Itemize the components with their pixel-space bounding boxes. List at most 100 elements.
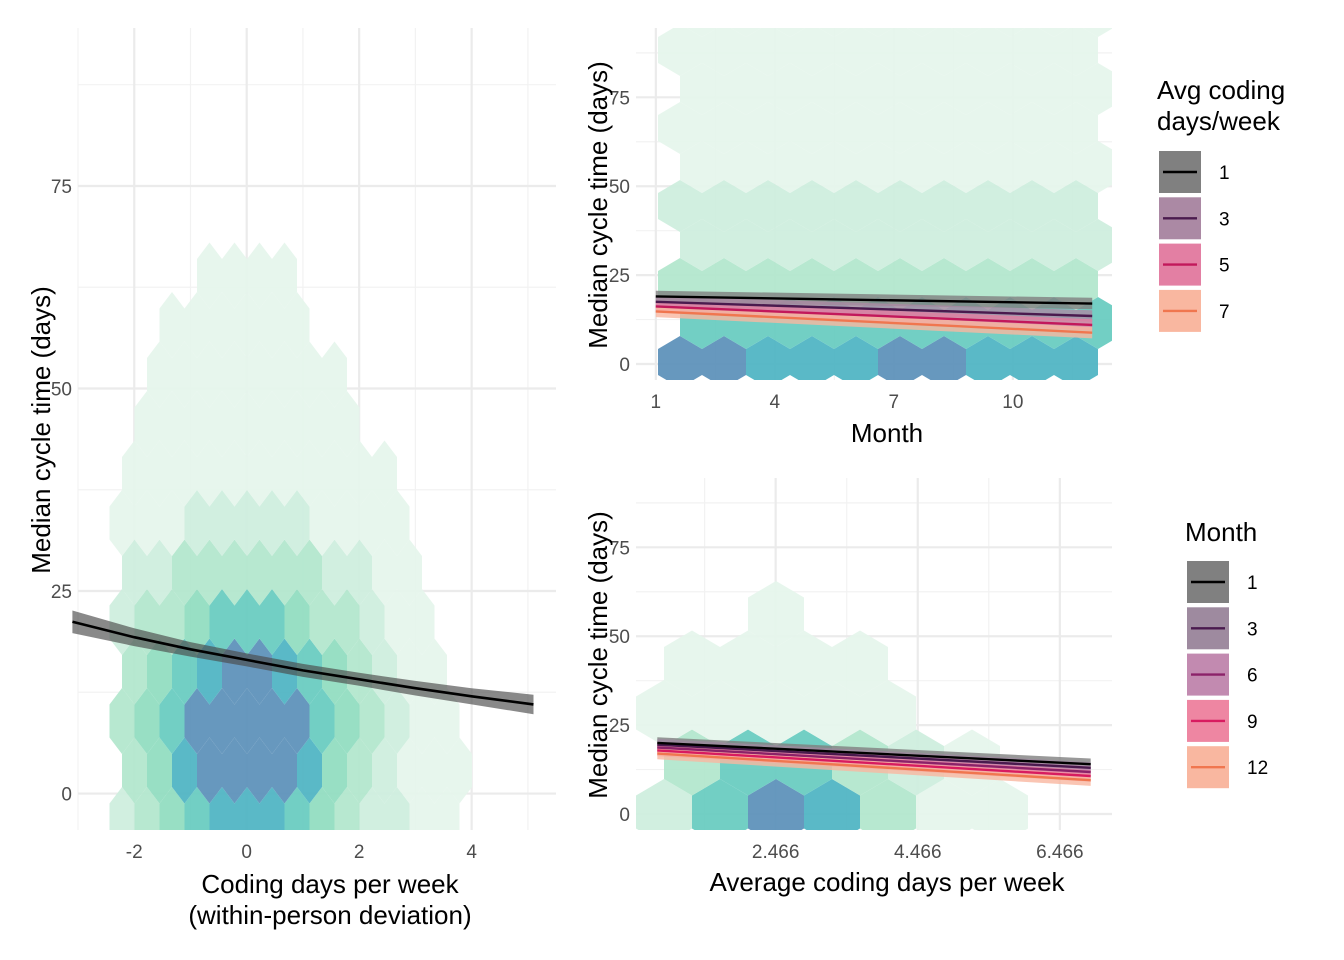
left-hexbin-cell xyxy=(297,737,322,804)
left-hexbin-cell xyxy=(322,440,347,507)
legend-1-key-label: 7 xyxy=(1219,302,1230,323)
legend-1-title-line2: days/week xyxy=(1157,106,1281,136)
top-right-hexbin-cell xyxy=(702,180,746,232)
top-right-hexbin-cell xyxy=(988,219,1032,271)
top-right-hexbin-density xyxy=(658,28,1112,380)
top-right-x-axis-title: Month xyxy=(851,418,923,448)
left-hexbin-cell xyxy=(297,539,322,606)
top-right-hexbin-cell xyxy=(724,63,768,115)
left-hexbin-cell xyxy=(359,688,385,754)
left-hexbin-cell xyxy=(122,737,147,804)
top-right-hexbin-cell xyxy=(878,28,922,76)
top-right-hexbin-cell xyxy=(862,28,894,37)
left-hexbin-cell xyxy=(234,490,260,556)
left-hexbin-cell xyxy=(197,242,222,309)
top-right-hexbin-cell xyxy=(790,28,834,76)
left-hexbin-cell xyxy=(259,391,285,457)
top-right-hexbin-cell xyxy=(1010,336,1054,380)
top-right-hexbin-cell xyxy=(680,63,724,115)
left-hexbin-cell xyxy=(297,341,322,408)
bottom-right-hexbin-cell xyxy=(804,779,860,830)
left-hexbin-cell xyxy=(347,638,372,705)
bottom-right-y-tick-label: 25 xyxy=(609,716,630,737)
top-right-hexbin-cell xyxy=(922,28,966,76)
left-hexbin-cell xyxy=(134,391,160,457)
left-hexbin-cell xyxy=(384,490,410,556)
top-right-hexbin-cell xyxy=(950,28,982,37)
top-right-hexbin-cell xyxy=(746,28,790,76)
left-tick-labels: -2 0 2 4 0 25 50 75 xyxy=(51,177,477,863)
left-hexbin-cell xyxy=(234,292,260,358)
top-right-hexbin-cell xyxy=(878,180,922,232)
left-hexbin-cell xyxy=(122,638,147,705)
left-hexbin-cell xyxy=(322,737,347,804)
left-hexbin-cell xyxy=(259,490,285,556)
bottom-right-hexbin-cell xyxy=(692,779,748,830)
top-right-hexbin-cell xyxy=(790,336,834,380)
top-right-hexbin-cell xyxy=(768,141,812,193)
left-hexbin-cell xyxy=(359,589,385,655)
top-right-x-tick-label: 4 xyxy=(770,392,781,413)
legend-avg-coding-days: Avg coding days/week 1 3 5 7 xyxy=(1157,75,1285,332)
left-hexbin-cell xyxy=(384,787,410,830)
left-hexbin-cell xyxy=(347,440,372,507)
top-right-x-tick-label: 10 xyxy=(1002,392,1023,413)
top-right-hexbin-cell xyxy=(856,219,900,271)
left-hexbin-cell xyxy=(272,539,297,606)
top-right-hexbin-cell xyxy=(966,28,1010,76)
left-hexbin-cell xyxy=(147,638,172,705)
left-hexbin-cell xyxy=(309,589,335,655)
top-right-hexbin-cell xyxy=(1010,102,1054,154)
bottom-right-series-line-1 xyxy=(657,741,1091,766)
top-right-hexbin-cell xyxy=(988,141,1032,193)
left-hexbin-cell xyxy=(359,490,385,556)
top-right-hexbin-cell xyxy=(724,141,768,193)
legend-2-key-label: 1 xyxy=(1247,573,1258,594)
top-right-hexbin-cell xyxy=(1082,28,1112,37)
top-right-hexbin-cell xyxy=(1054,28,1098,76)
left-x-axis-title: Coding days per week xyxy=(201,869,459,899)
left-hexbin-cell xyxy=(184,688,210,754)
left-hexbin-cell xyxy=(259,589,285,655)
top-right-x-tick-label: 1 xyxy=(651,392,662,413)
bottom-right-hexbin-cell xyxy=(972,779,1028,830)
left-hexbin-cell xyxy=(259,292,285,358)
top-right-hexbin-cell xyxy=(702,102,746,154)
top-right-hexbin-cell xyxy=(966,180,1010,232)
top-right-hexbin-cell xyxy=(856,141,900,193)
left-hexbin-cell xyxy=(284,688,310,754)
left-hexbin-cell xyxy=(209,688,235,754)
left-hexbin-cell xyxy=(147,737,172,804)
left-hexbin-cell xyxy=(272,737,297,804)
left-hexbin-cell xyxy=(234,787,260,830)
left-hexbin-cell xyxy=(109,787,135,830)
top-right-hexbin-cell xyxy=(834,180,878,232)
left-hexbin-cell xyxy=(159,292,185,358)
legend-1-key-label: 1 xyxy=(1219,163,1230,184)
top-right-hexbin-cell xyxy=(1054,102,1098,154)
legend-1-key-label: 5 xyxy=(1219,256,1230,277)
top-right-series-line-7 xyxy=(655,310,1093,334)
top-right-hexbin-cell xyxy=(906,28,938,37)
bottom-right-series-line-9 xyxy=(657,749,1091,778)
top-right-hexbin-cell xyxy=(1054,336,1098,380)
legend-2-key-label: 6 xyxy=(1247,666,1258,687)
top-right-hexbin-cell xyxy=(1038,28,1070,37)
left-hexbin-cell xyxy=(197,341,222,408)
left-hexbin-cell xyxy=(247,539,272,606)
left-hexbin-cell xyxy=(272,440,297,507)
left-hexbin-cell xyxy=(184,787,210,830)
bottom-right-x-tick-label: 6.466 xyxy=(1036,842,1084,863)
top-right-hexbin-cell xyxy=(680,219,724,271)
left-hexbin-cell xyxy=(347,539,372,606)
left-hexbin-cell xyxy=(284,292,310,358)
left-hexbin-cell xyxy=(284,490,310,556)
left-hexbin-cell xyxy=(172,737,197,804)
left-hexbin-cell xyxy=(309,688,335,754)
legend-2-title: Month xyxy=(1185,517,1257,547)
left-hexbin-cell xyxy=(322,539,347,606)
top-right-hexbin-cell xyxy=(1032,141,1076,193)
top-right-hexbin-cell xyxy=(790,102,834,154)
bottom-right-hexbin-cell xyxy=(720,630,776,697)
left-hexbin-cell xyxy=(209,589,235,655)
